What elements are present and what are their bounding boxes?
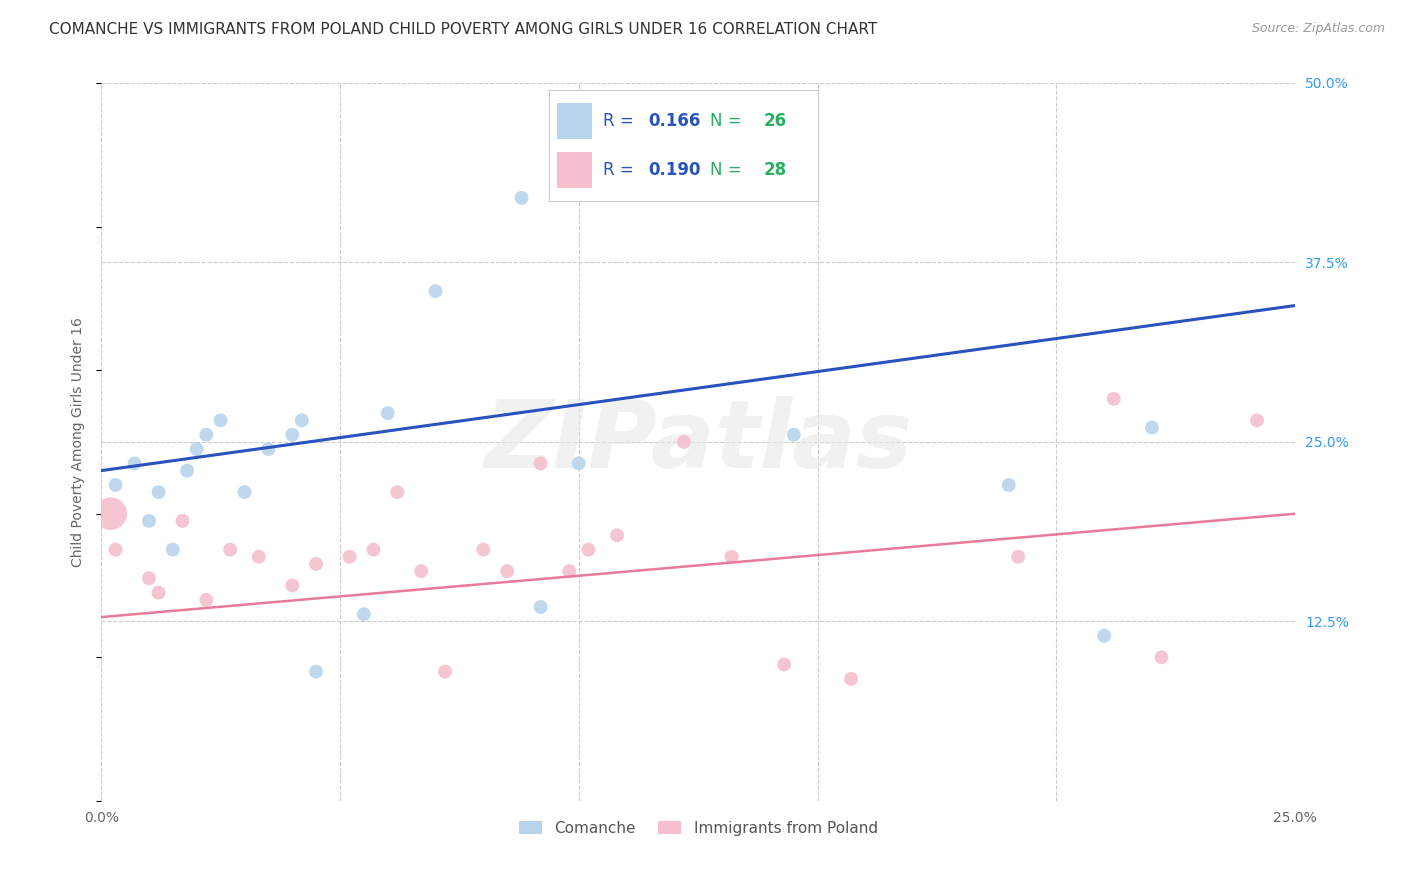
Point	[100, 507, 122, 521]
Point	[1246, 413, 1268, 427]
Point	[558, 564, 581, 578]
Point	[339, 549, 361, 564]
Point	[1007, 549, 1029, 564]
Point	[606, 528, 628, 542]
Point	[257, 442, 280, 456]
Point	[291, 413, 314, 427]
Point	[839, 672, 862, 686]
Point	[1140, 420, 1163, 434]
Point	[411, 564, 433, 578]
Point	[195, 427, 218, 442]
Point	[124, 457, 146, 471]
Point	[281, 578, 304, 592]
Point	[104, 478, 127, 492]
Point	[186, 442, 208, 456]
Point	[363, 542, 385, 557]
Point	[510, 191, 533, 205]
Point	[138, 571, 160, 585]
Point	[773, 657, 796, 672]
Text: Source: ZipAtlas.com: Source: ZipAtlas.com	[1251, 22, 1385, 36]
Point	[576, 542, 599, 557]
Point	[176, 464, 198, 478]
Point	[1150, 650, 1173, 665]
Point	[377, 406, 399, 420]
Point	[172, 514, 194, 528]
Point	[195, 592, 218, 607]
Point	[711, 155, 734, 169]
Point	[672, 434, 695, 449]
Text: ZIPatlas: ZIPatlas	[484, 396, 912, 488]
Point	[104, 542, 127, 557]
Point	[387, 485, 409, 500]
Point	[720, 549, 742, 564]
Point	[209, 413, 232, 427]
Point	[305, 557, 328, 571]
Point	[425, 284, 447, 298]
Point	[568, 457, 591, 471]
Point	[219, 542, 242, 557]
Point	[783, 427, 806, 442]
Legend: Comanche, Immigrants from Poland: Comanche, Immigrants from Poland	[512, 814, 886, 844]
Point	[281, 427, 304, 442]
Point	[530, 457, 553, 471]
Point	[434, 665, 457, 679]
Y-axis label: Child Poverty Among Girls Under 16: Child Poverty Among Girls Under 16	[72, 317, 86, 566]
Point	[997, 478, 1019, 492]
Point	[496, 564, 519, 578]
Point	[353, 607, 375, 622]
Point	[640, 126, 662, 140]
Text: COMANCHE VS IMMIGRANTS FROM POLAND CHILD POVERTY AMONG GIRLS UNDER 16 CORRELATIO: COMANCHE VS IMMIGRANTS FROM POLAND CHILD…	[49, 22, 877, 37]
Point	[305, 665, 328, 679]
Point	[148, 585, 170, 599]
Point	[138, 514, 160, 528]
Point	[162, 542, 184, 557]
Point	[1102, 392, 1125, 406]
Point	[472, 542, 495, 557]
Point	[247, 549, 270, 564]
Point	[148, 485, 170, 500]
Point	[1092, 629, 1115, 643]
Point	[530, 600, 553, 615]
Point	[233, 485, 256, 500]
